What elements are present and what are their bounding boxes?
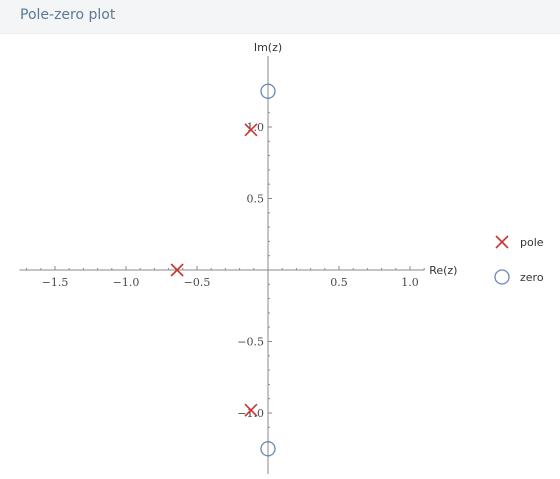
y-tick-label: −0.5 (237, 336, 264, 349)
legend-marker-pole (495, 235, 509, 249)
y-tick-label: −1.0 (237, 407, 264, 420)
axes: Re(z) Im(z) (19, 41, 457, 474)
pole-point (244, 123, 258, 137)
x-tick-label: −1.0 (113, 276, 140, 289)
chart-marks (170, 83, 276, 457)
y-axis-label: Im(z) (254, 41, 282, 54)
pole-point (244, 403, 258, 417)
x-tick-label: −1.5 (42, 276, 69, 289)
pole-point (170, 263, 184, 277)
header-bar: Pole-zero plot (0, 0, 560, 34)
legend-marker-zero (494, 269, 510, 285)
y-tick-label: 0.5 (247, 193, 265, 206)
x-tick-label: −0.5 (184, 276, 211, 289)
x-axis-label: Re(z) (429, 264, 457, 277)
x-tick-label: 1.0 (401, 276, 419, 289)
x-tick-label: 0.5 (330, 276, 348, 289)
zero-point (260, 441, 276, 457)
zero-point (260, 83, 276, 99)
legend-label-zero: zero (520, 271, 544, 284)
ticks: −1.5 −1.0 −0.5 0.5 1.01.00.5−0.5−1.0 (26, 83, 425, 457)
page-title: Pole-zero plot (20, 7, 116, 23)
legend: pole zero (494, 235, 544, 285)
legend-label-pole: pole (520, 236, 544, 249)
pole-zero-chart: Re(z)Im(z) −1.5 −1.0 −0.5 0.5 1.01.00.5−0.5−… (19, 41, 544, 474)
